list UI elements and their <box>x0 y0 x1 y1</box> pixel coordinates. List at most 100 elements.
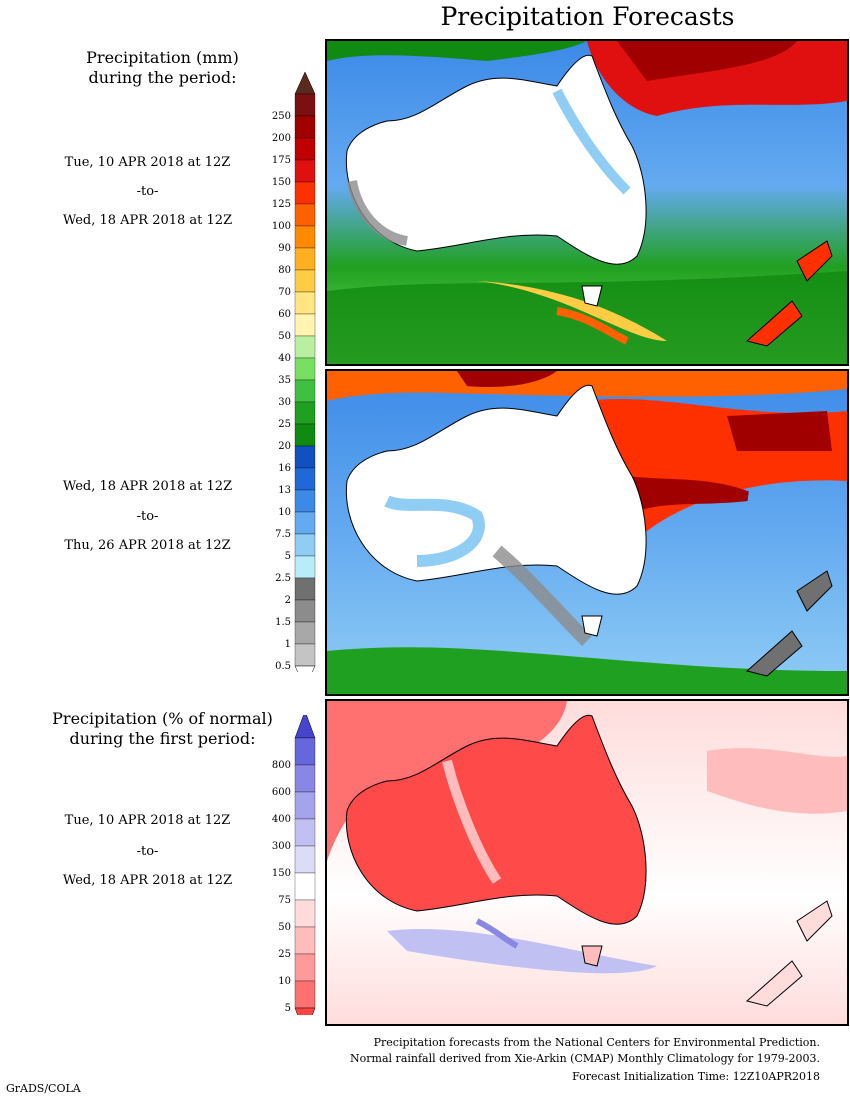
mm-colorbar-swatch <box>294 379 316 403</box>
mm-colorbar-svg: 2502001751501251009080706050403530252016… <box>272 72 316 672</box>
east-coast-rain <box>552 88 631 195</box>
pct-colorbar-swatch <box>294 764 316 793</box>
pct-colorbar-swatch <box>294 737 316 766</box>
mm-colorbar-label: 150 <box>272 177 291 188</box>
new-zealand <box>745 240 833 347</box>
mm-colorbar-swatch <box>294 291 316 315</box>
mm-colorbar-label: 175 <box>272 155 291 166</box>
period3-start: Tue, 10 APR 2018 at 12Z <box>64 813 231 828</box>
mm-colorbar-swatch <box>294 269 316 293</box>
period2-start: Wed, 18 APR 2018 at 12Z <box>62 479 233 494</box>
mm-colorbar-label: 2 <box>285 595 291 606</box>
australia-landmass <box>345 384 647 595</box>
pct-colorbar-swatch <box>294 953 316 982</box>
mm-colorbar-label: 125 <box>272 199 291 210</box>
map-panel-percent-normal <box>325 699 849 1026</box>
map-period2-svg <box>327 371 847 694</box>
southern-wet-core <box>475 918 519 949</box>
pct-colorbar-svg: 800 600 400 300 150 75 50 25 10 5 <box>272 715 316 1015</box>
pct-colorbar-label: 400 <box>272 814 291 825</box>
pct-colorbar-top-arrow <box>294 715 316 739</box>
mm-colorbar-label: 2.5 <box>275 573 291 584</box>
mm-colorbar-swatch <box>294 401 316 425</box>
mm-colorbar-label: 13 <box>278 485 291 496</box>
mm-colorbar-label: 10 <box>278 507 291 518</box>
credit-label: GrADS/COLA <box>6 1082 81 1095</box>
southern-rain-band <box>327 647 847 694</box>
pct-colorbar-label: 50 <box>278 922 291 933</box>
heavy-rain-swath <box>556 307 629 345</box>
rain-swath <box>477 281 667 341</box>
mm-colorbar-swatch <box>294 137 316 161</box>
mm-colorbar-bottom-arrow <box>294 665 316 672</box>
mm-colorbar-swatch <box>294 313 316 337</box>
southeast-drizzle <box>492 545 592 646</box>
mm-colorbar-swatch <box>294 159 316 183</box>
map-panel-period2 <box>325 369 849 696</box>
mm-colorbar-label: 25 <box>278 419 291 430</box>
inland-near-normal <box>442 759 502 884</box>
period2-end: Thu, 26 APR 2018 at 12Z <box>64 538 231 553</box>
mm-colorbar-swatch <box>294 335 316 359</box>
pct-colorbar: 800 600 400 300 150 75 50 25 10 5 <box>250 715 320 1015</box>
mm-colorbar-swatch <box>294 203 316 227</box>
mm-colorbar-swatch <box>294 621 316 645</box>
mm-colorbar-top-arrow <box>294 72 316 95</box>
mm-colorbar-label: 50 <box>278 331 291 342</box>
mm-colorbar-swatch <box>294 511 316 535</box>
precip-pct-heading-line2: during the first period: <box>69 729 256 748</box>
mm-colorbar-label: 16 <box>278 463 291 474</box>
page-title: Precipitation Forecasts <box>440 2 735 31</box>
mm-colorbar-swatch <box>294 115 316 139</box>
mm-colorbar-swatch <box>294 577 316 601</box>
period3-end: Wed, 18 APR 2018 at 12Z <box>62 873 233 888</box>
mm-colorbar-label: 1 <box>285 639 291 650</box>
mm-colorbar-label: 30 <box>278 397 291 408</box>
north-extreme-rain <box>457 371 557 388</box>
pct-colorbar-label: 150 <box>272 868 291 879</box>
footer-line2: Normal rainfall derived from Xie-Arkin (… <box>350 1052 820 1065</box>
mm-colorbar-swatch <box>294 445 316 469</box>
pct-colorbar-swatch <box>294 791 316 820</box>
mm-colorbar-swatch <box>294 467 316 491</box>
mm-colorbar-swatch <box>294 93 316 117</box>
mm-colorbar-label: 70 <box>278 287 291 298</box>
tasmania <box>581 285 603 307</box>
mm-colorbar-label: 80 <box>278 265 291 276</box>
pct-colorbar-label: 800 <box>272 760 291 771</box>
mm-colorbar-label: 1.5 <box>275 617 291 628</box>
east-extreme-rain <box>727 411 832 451</box>
pct-colorbar-bottom-arrow <box>294 1007 316 1015</box>
north-extreme-rain <box>617 41 797 81</box>
precip-mm-heading-line1: Precipitation (mm) <box>86 48 239 67</box>
pct-colorbar-label: 5 <box>285 1003 291 1014</box>
map-percent-svg <box>327 701 847 1024</box>
mm-colorbar-label: 100 <box>272 221 291 232</box>
pct-colorbar-label: 75 <box>278 895 291 906</box>
mm-colorbar-label: 7.5 <box>275 529 291 540</box>
mm-colorbar-label: 35 <box>278 375 291 386</box>
new-zealand <box>745 570 833 677</box>
mm-colorbar-swatch <box>294 247 316 271</box>
mm-colorbar-swatch <box>294 643 316 667</box>
australia-landmass <box>345 714 647 925</box>
mm-colorbar-swatch <box>294 489 316 513</box>
map-panel-period1 <box>325 39 849 366</box>
mm-colorbar-label: 90 <box>278 243 291 254</box>
mm-colorbar-label: 250 <box>272 111 291 122</box>
west-coast-drizzle <box>347 180 409 246</box>
map-period1-svg <box>327 41 847 364</box>
pct-colorbar-label: 25 <box>278 949 291 960</box>
pct-colorbar-label: 10 <box>278 976 291 987</box>
north-green-band <box>327 41 587 61</box>
mm-colorbar-label: 20 <box>278 441 291 452</box>
mm-colorbar-label: 60 <box>278 309 291 320</box>
mm-colorbar-swatch <box>294 225 316 249</box>
new-zealand <box>745 900 833 1007</box>
period1-end: Wed, 18 APR 2018 at 12Z <box>62 213 233 228</box>
tasman-dry <box>707 748 847 814</box>
mm-colorbar-swatch <box>294 423 316 447</box>
mm-colorbar-swatch <box>294 357 316 381</box>
precip-pct-heading-line1: Precipitation (% of normal) <box>52 709 273 728</box>
pct-colorbar-label: 600 <box>272 787 291 798</box>
